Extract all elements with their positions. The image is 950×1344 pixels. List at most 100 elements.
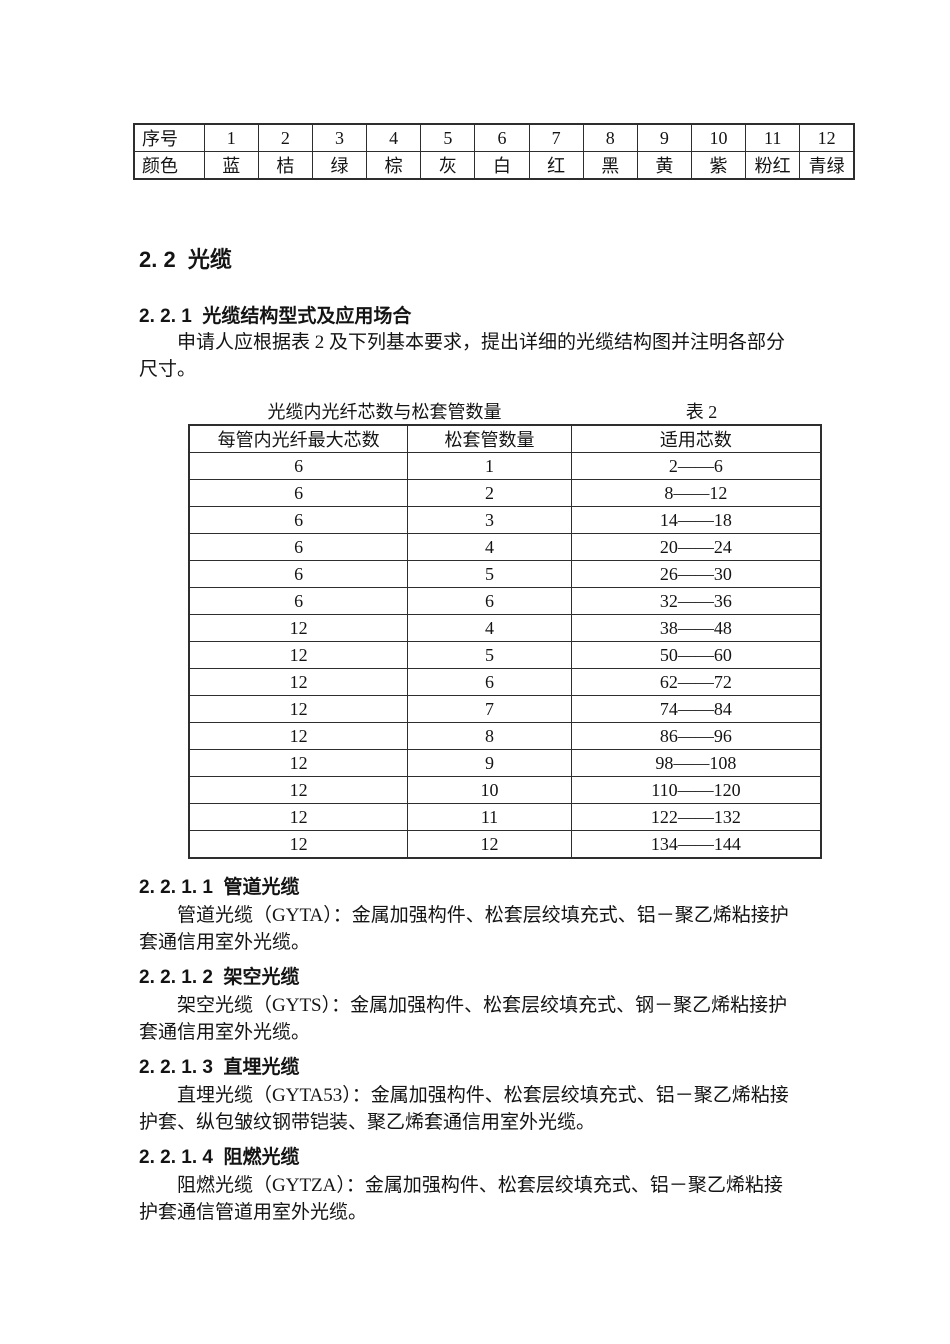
subsection-body: 直埋光缆（GYTA53）：金属加强构件、松套层绞填充式、铝－聚乙烯粘接护套、纵包… bbox=[139, 1085, 789, 1133]
intro-paragraph: 申请人应根据表 2 及下列基本要求，提出详细的光缆结构图并注明各部分尺寸。 bbox=[139, 332, 786, 380]
subsection-body: 架空光缆（GYTS）：金属加强构件、松套层绞填充式、钢－聚乙烯粘接护套通信用室外… bbox=[139, 995, 788, 1043]
table2-cell: 6 bbox=[407, 668, 572, 696]
color-cell: 8 bbox=[582, 123, 638, 152]
table2-cell: 74——84 bbox=[570, 695, 822, 723]
table2-cell: 8——12 bbox=[570, 479, 822, 507]
section-heading: 2. 2 光缆 bbox=[139, 247, 232, 272]
table2-row: 12 4 38——48 bbox=[188, 614, 822, 642]
table2-cell: 10 bbox=[407, 776, 572, 804]
table2-cell: 12 bbox=[188, 830, 409, 859]
table2-cell: 12 bbox=[188, 722, 409, 750]
subsections: 2. 2. 1. 1 管道光缆管道光缆（GYTA）：金属加强构件、松套层绞填充式… bbox=[133, 874, 950, 1226]
table2-cell: 5 bbox=[407, 560, 572, 588]
color-cell: 黑 bbox=[582, 151, 638, 180]
table2-block: 光缆内光纤芯数与松套管数量 表 2 每管内光纤最大芯数 松套管数量 适用芯数 6… bbox=[188, 397, 822, 859]
table2-cell: 6 bbox=[407, 587, 572, 615]
color-table-row: 序号 1 2 3 4 5 6 7 8 9 10 11 12 bbox=[133, 123, 855, 152]
table2-label: 表 2 bbox=[685, 401, 718, 422]
table2-cell: 12 bbox=[188, 776, 409, 804]
color-cell: 4 bbox=[366, 123, 422, 152]
color-table-row: 颜色蓝桔绿棕灰白红黑黄紫粉红 青绿 bbox=[133, 151, 855, 180]
color-cell: 粉红 bbox=[745, 151, 801, 180]
table2-cell: 14——18 bbox=[570, 506, 822, 534]
table2-header-row: 每管内光纤最大芯数 松套管数量 适用芯数 bbox=[188, 424, 822, 453]
color-cell: 绿 bbox=[311, 151, 368, 180]
color-cell: 1 bbox=[203, 123, 259, 152]
table2-row: 6 5 26——30 bbox=[188, 560, 822, 588]
table2-row: 12 10 110——120 bbox=[188, 776, 822, 804]
table2-row: 6 4 20——24 bbox=[188, 533, 822, 561]
color-cell: 棕 bbox=[366, 151, 422, 180]
table2-cell: 6 bbox=[188, 560, 409, 588]
table2-cell: 98——108 bbox=[570, 749, 822, 777]
table2-cell: 11 bbox=[407, 803, 572, 831]
table2-cell: 110——120 bbox=[570, 776, 822, 804]
table2-cell: 12 bbox=[188, 641, 409, 669]
color-cell: 5 bbox=[420, 123, 476, 152]
table2-header-applicable-core-count: 适用芯数 bbox=[570, 424, 822, 453]
color-cell: 11 bbox=[745, 123, 801, 152]
table2-row: 12 12 134——144 bbox=[188, 830, 822, 859]
color-cell: 7 bbox=[528, 123, 584, 152]
color-cell: 10 bbox=[690, 123, 747, 152]
table2-cell: 7 bbox=[407, 695, 572, 723]
color-cell: 桔 bbox=[257, 151, 313, 180]
table2-cell: 1 bbox=[407, 452, 572, 480]
table2-cell: 12 bbox=[188, 668, 409, 696]
table2-body: 6 1 2——6 6 2 8——12 6 3 14——18 6 4 20——24 6 5 26——30 6 6 3… bbox=[188, 452, 822, 859]
table2-cell: 6 bbox=[188, 479, 409, 507]
color-cell: 红 bbox=[528, 151, 584, 180]
table2-cell: 6 bbox=[188, 452, 409, 480]
color-cell: 黄 bbox=[636, 151, 692, 180]
table2-row: 6 6 32——36 bbox=[188, 587, 822, 615]
table2-cell: 20——24 bbox=[570, 533, 822, 561]
table2-cell: 26——30 bbox=[570, 560, 822, 588]
table2-cell: 9 bbox=[407, 749, 572, 777]
color-cell: 紫 bbox=[690, 151, 747, 180]
table2-cell: 12 bbox=[188, 614, 409, 642]
table2-cell: 4 bbox=[407, 614, 572, 642]
color-cell: 灰 bbox=[420, 151, 476, 180]
table2-row: 6 1 2——6 bbox=[188, 452, 822, 480]
table2-cell: 50——60 bbox=[570, 641, 822, 669]
table2-cell: 6 bbox=[188, 587, 409, 615]
table2-title: 光缆内光纤芯数与松套管数量 bbox=[267, 401, 502, 422]
table2-cell: 3 bbox=[407, 506, 572, 534]
color-cell: 3 bbox=[311, 123, 368, 152]
color-cell: 白 bbox=[474, 151, 530, 180]
table2-row: 6 3 14——18 bbox=[188, 506, 822, 534]
color-row-label: 序号 bbox=[133, 123, 205, 152]
subsection-body: 管道光缆（GYTA）：金属加强构件、松套层绞填充式、铝－聚乙烯粘接护套通信用室外… bbox=[139, 905, 789, 953]
color-cell: 青绿 bbox=[799, 151, 855, 180]
document-page: 序号 1 2 3 4 5 6 7 8 9 10 11 12 颜色蓝桔绿棕灰白红黑黄紫粉红 青绿 2. 2 光… bbox=[133, 123, 950, 1226]
subsection-heading: 2. 2. 1. 4 阻燃光缆 bbox=[139, 1147, 300, 1168]
subsection-heading: 2. 2. 1. 3 直埋光缆 bbox=[139, 1057, 300, 1078]
subsection-heading: 2. 2. 1. 2 架空光缆 bbox=[139, 967, 300, 988]
table2-cell: 86——96 bbox=[570, 722, 822, 750]
color-cell: 蓝 bbox=[203, 151, 259, 180]
table2-cell: 12 bbox=[188, 749, 409, 777]
color-cell: 9 bbox=[636, 123, 692, 152]
table2-header-loose-tube-count: 松套管数量 bbox=[407, 424, 572, 453]
table2-cell: 8 bbox=[407, 722, 572, 750]
table2-caption: 光缆内光纤芯数与松套管数量 表 2 bbox=[188, 397, 822, 424]
table2-cell: 5 bbox=[407, 641, 572, 669]
table2-cell: 12 bbox=[188, 695, 409, 723]
color-cell: 6 bbox=[474, 123, 530, 152]
table2-cell: 122——132 bbox=[570, 803, 822, 831]
table2-cell: 12 bbox=[188, 803, 409, 831]
subsection-heading: 2. 2. 1. 1 管道光缆 bbox=[139, 877, 300, 898]
color-table-body: 序号 1 2 3 4 5 6 7 8 9 10 11 12 颜色蓝桔绿棕灰白红黑黄紫粉红 青绿 bbox=[133, 123, 855, 180]
table2-header-max-fibers-per-tube: 每管内光纤最大芯数 bbox=[188, 424, 409, 453]
color-cell: 12 bbox=[799, 123, 855, 152]
table2-row: 12 6 62——72 bbox=[188, 668, 822, 696]
table2-cell: 38——48 bbox=[570, 614, 822, 642]
color-row-label: 颜色 bbox=[133, 151, 205, 180]
table2-cell: 2——6 bbox=[570, 452, 822, 480]
fiber-color-table: 序号 1 2 3 4 5 6 7 8 9 10 11 12 颜色蓝桔绿棕灰白红黑黄紫粉红 青绿 bbox=[133, 123, 855, 180]
table2-row: 6 2 8——12 bbox=[188, 479, 822, 507]
table2-cell: 4 bbox=[407, 533, 572, 561]
subsection-heading-structure: 2. 2. 1 光缆结构型式及应用场合 bbox=[139, 306, 412, 327]
table2-cell: 12 bbox=[407, 830, 572, 859]
color-cell: 2 bbox=[257, 123, 313, 152]
